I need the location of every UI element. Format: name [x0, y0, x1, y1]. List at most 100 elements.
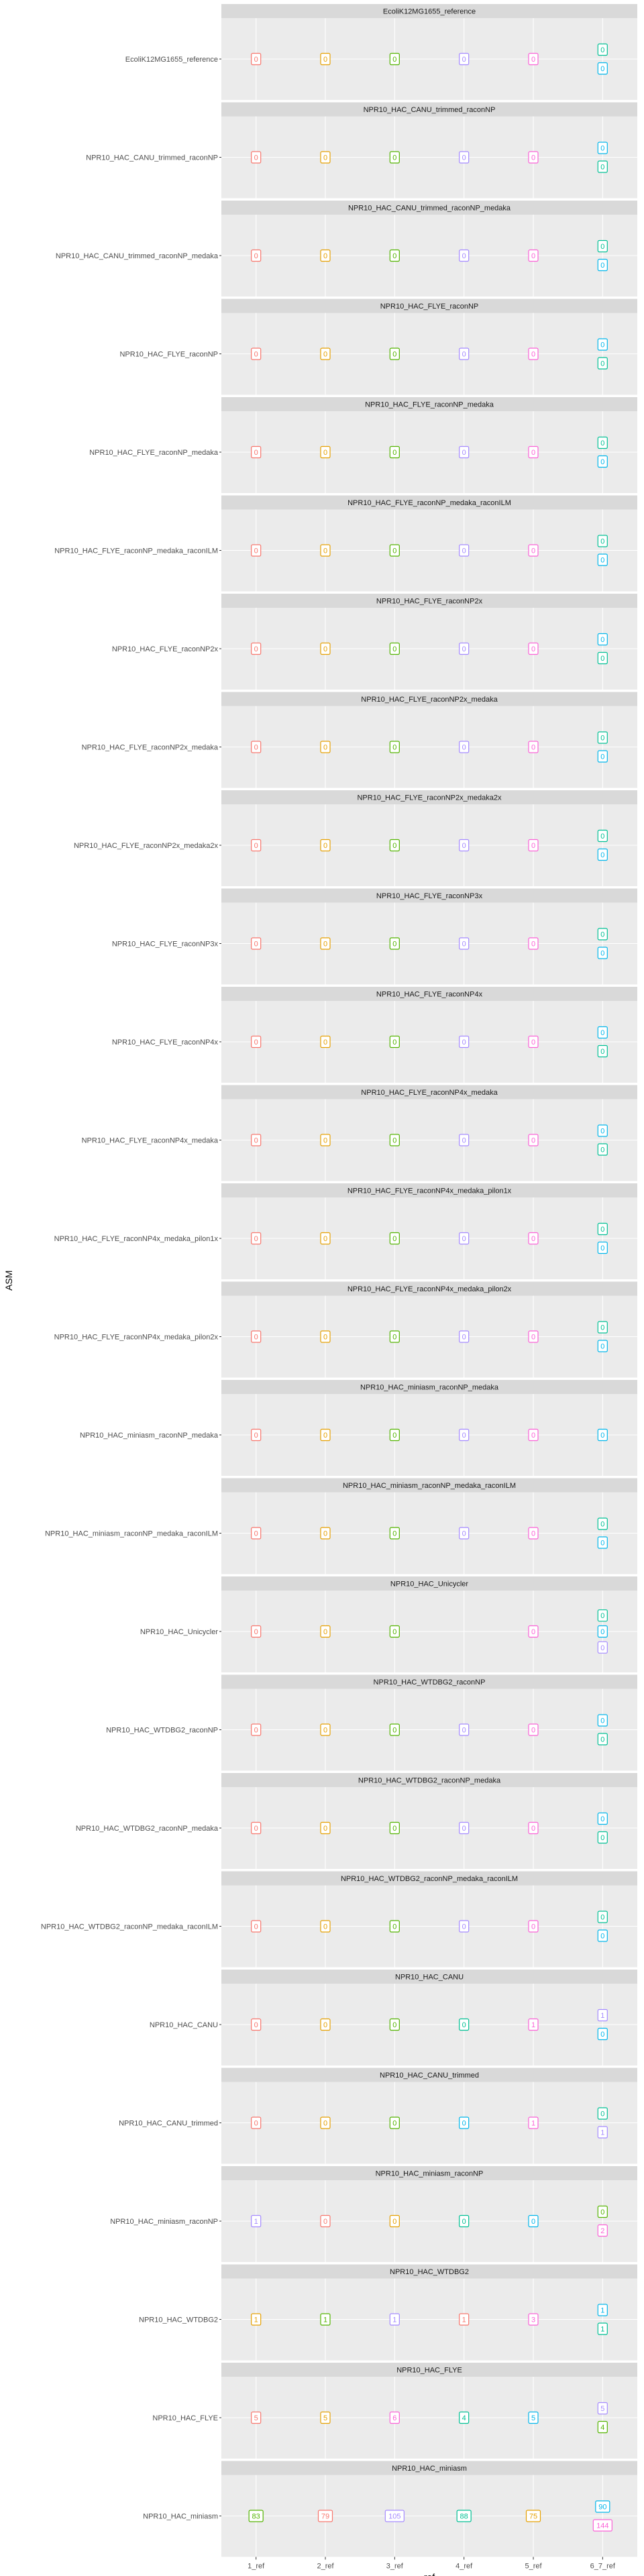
data-label-box — [389, 2018, 400, 2031]
data-label-box — [459, 1527, 470, 1540]
data-label-box — [251, 1625, 262, 1638]
data-label-box — [459, 151, 470, 164]
data-label-box — [320, 937, 331, 950]
data-label: 2 — [597, 2224, 608, 2237]
data-label-box — [597, 1536, 608, 1549]
data-label-value: 0 — [600, 1933, 604, 1941]
data-label: 0 — [597, 651, 608, 665]
data-label-value: 0 — [392, 1235, 396, 1243]
data-label-box — [459, 2214, 470, 2228]
data-label-box — [251, 1134, 262, 1146]
data-label-box — [459, 445, 470, 459]
facet-panel: NPR10_HAC_FLYE_raconNP_medaka NPR10_HAC_F… — [89, 397, 637, 493]
data-label-box — [389, 1625, 400, 1638]
data-label: 0 — [251, 1428, 262, 1442]
data-label: 0 — [597, 1428, 608, 1442]
data-label-value: 0 — [392, 1727, 396, 1735]
data-label-value: 0 — [392, 547, 396, 555]
facet-strip-title: NPR10_HAC_FLYE_raconNP2x — [376, 598, 483, 606]
data-label: 0 — [597, 928, 608, 941]
facet-strip — [221, 2461, 637, 2475]
data-label-box — [597, 651, 608, 665]
data-label-box — [597, 750, 608, 763]
data-label-box — [320, 2116, 331, 2129]
data-label-value: 0 — [531, 56, 535, 64]
y-tick-label: NPR10_HAC_CANU — [150, 2021, 218, 2029]
facet-strip — [221, 1773, 637, 1787]
data-label: 0 — [389, 839, 400, 852]
data-label-box — [597, 1911, 608, 1923]
data-label: 1 — [251, 2313, 262, 2326]
data-label: 0 — [459, 544, 470, 557]
data-label-box — [528, 839, 539, 852]
data-label-value: 0 — [600, 931, 604, 939]
data-label-box — [597, 357, 608, 370]
data-label-box — [389, 2411, 400, 2424]
data-label-value: 0 — [462, 1334, 466, 1342]
data-label-value: 0 — [392, 449, 396, 457]
data-label: 0 — [597, 1714, 608, 1727]
data-label-box — [597, 2205, 608, 2218]
data-label-value: 0 — [600, 1540, 604, 1548]
facet-strip-title: NPR10_HAC_miniasm — [392, 2465, 467, 2473]
data-label-box — [597, 43, 608, 56]
facet-strip — [221, 1183, 637, 1197]
data-label-box — [528, 249, 539, 262]
data-label: 88 — [456, 2510, 472, 2522]
data-label-value: 0 — [531, 351, 535, 359]
data-label-box — [528, 445, 539, 459]
data-label: 0 — [320, 544, 331, 557]
data-label: 0 — [251, 937, 262, 950]
y-tick-label: NPR10_HAC_CANU_trimmed_raconNP — [86, 154, 218, 162]
data-label: 0 — [528, 642, 539, 655]
y-tick-label: NPR10_HAC_FLYE — [152, 2414, 218, 2422]
data-label: 0 — [389, 2214, 400, 2228]
data-label-value: 0 — [323, 1334, 327, 1342]
data-label-value: 79 — [321, 2513, 329, 2521]
x-tick-label: 4_ref — [455, 2563, 473, 2571]
data-label-value: 0 — [392, 1923, 396, 1931]
data-label-value: 0 — [600, 1029, 604, 1037]
data-label-box — [597, 1831, 608, 1844]
data-label: 0 — [389, 2018, 400, 2031]
data-label-value: 0 — [254, 1825, 258, 1833]
x-tick-label: 3_ref — [386, 2563, 404, 2571]
data-label-value: 0 — [600, 1644, 604, 1652]
data-label: 1 — [597, 2008, 608, 2022]
data-label-box — [597, 2420, 608, 2434]
data-label-value: 6 — [392, 2414, 396, 2422]
data-label: 0 — [320, 1625, 331, 1638]
data-label: 0 — [597, 258, 608, 272]
data-label-box — [525, 2510, 541, 2522]
data-label-value: 0 — [254, 2021, 258, 2029]
data-label-value: 0 — [600, 46, 604, 54]
data-label: 75 — [525, 2510, 541, 2522]
facet-panel: NPR10_HAC_Unicycler NPR10_HAC_Unicycler 0 0… — [140, 1576, 637, 1672]
data-label: 0 — [251, 1035, 262, 1049]
data-label-box — [597, 535, 608, 547]
y-tick-label: NPR10_HAC_WTDBG2_raconNP_medaka — [76, 1825, 219, 1833]
data-label: 0 — [597, 338, 608, 351]
data-label-value: 0 — [392, 842, 396, 850]
facet-panel: NPR10_HAC_FLYE NPR10_HAC_FLYE 5 5 6 4 5 5 4 — [152, 2363, 637, 2459]
data-label-box — [320, 544, 331, 557]
data-label-value: 0 — [323, 1628, 327, 1636]
data-label: 0 — [597, 436, 608, 449]
data-label-box — [320, 2313, 331, 2326]
data-label: 0 — [389, 1920, 400, 1933]
facet-strip — [221, 2363, 637, 2377]
data-label-box — [528, 1232, 539, 1245]
data-label-value: 0 — [254, 1038, 258, 1046]
data-label-value: 0 — [600, 1521, 604, 1529]
data-label: 0 — [597, 535, 608, 547]
data-label-box — [389, 839, 400, 852]
data-label-box — [459, 249, 470, 262]
data-label-box — [597, 1321, 608, 1334]
data-label: 0 — [389, 151, 400, 164]
data-label-value: 1 — [462, 2316, 466, 2324]
data-label-box — [528, 1625, 539, 1638]
data-label: 0 — [320, 839, 331, 852]
data-label-value: 0 — [600, 2208, 604, 2216]
data-label-value: 75 — [529, 2513, 537, 2521]
data-label-box — [597, 633, 608, 646]
